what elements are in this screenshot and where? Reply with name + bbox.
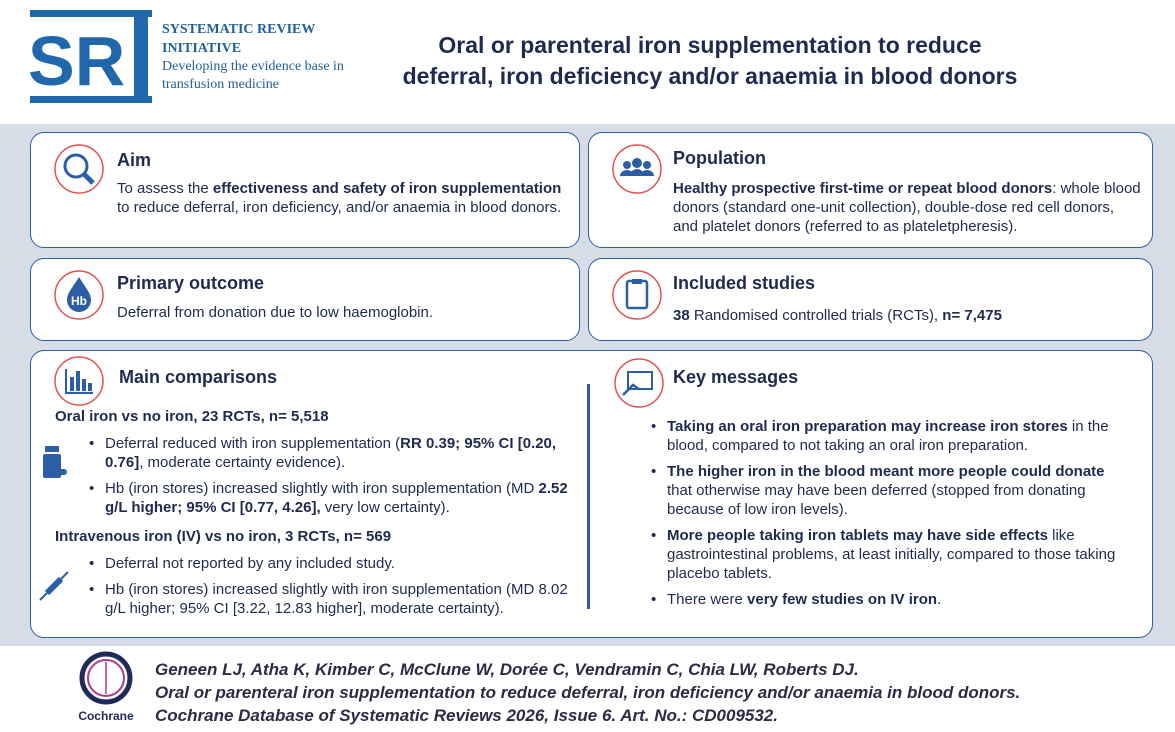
citation: Geneen LJ, Atha K, Kimber C, McClune W, … — [155, 658, 1020, 727]
text-run: like gastrointestinal problems, at least… — [667, 527, 1116, 582]
bullet-list: Deferral reduced with iron supplementati… — [55, 434, 585, 517]
group-heading: Oral iron vs no iron, 23 RCTs, n= 5,518 — [55, 408, 329, 425]
logo-name: SYSTEMATIC REVIEW INITIATIVE — [162, 22, 316, 56]
included-studies-title: Included studies — [673, 273, 816, 293]
icon-label: Hb — [71, 294, 87, 308]
aim-body: To assess the effectiveness and safety o… — [117, 179, 562, 217]
bullet: Deferral not reported by any included st… — [89, 554, 585, 573]
pill-bottle-icon — [43, 446, 67, 478]
text-run: RR 0.39; 95% CI [0.20, 0.76] — [105, 435, 557, 471]
sr-logo: SR — [28, 10, 152, 103]
aim-panel: Aim To assess the effectiveness and safe… — [30, 132, 580, 248]
primary-outcome-title: Primary outcome — [117, 273, 265, 293]
bullet-list: Deferral not reported by any included st… — [55, 554, 585, 618]
cochrane-label: Cochrane — [78, 709, 134, 723]
group-heading: Intravenous iron (IV) vs no iron, 3 RCTs… — [55, 528, 392, 545]
text-run: to reduce deferral, iron deficiency, and… — [117, 199, 562, 216]
search-icon — [54, 144, 104, 194]
main-comparisons-title: Main comparisons — [119, 367, 278, 387]
clipboard-icon — [612, 270, 662, 320]
included-studies-panel: Included studies 38 Randomised controlle… — [588, 258, 1153, 341]
chart-icon — [54, 356, 104, 406]
aim-title: Aim — [117, 150, 152, 170]
key-message-list: Taking an oral iron preparation may incr… — [649, 417, 1119, 609]
text-run: There were — [667, 591, 748, 608]
presentation-icon — [614, 358, 664, 408]
comparisons-panel: Main comparisons Oral iron vs no iron, 2… — [30, 350, 1153, 638]
bullet: Hb (iron stores) increased slightly with… — [89, 580, 585, 618]
text-run: effectiveness and safety of iron supplem… — [212, 180, 562, 197]
text-run: Hb (iron stores) increased slightly with… — [105, 480, 539, 497]
text-run: very low certainty). — [320, 499, 450, 516]
key-message: There were very few studies on IV iron. — [651, 590, 1119, 609]
text-run: n= 7,475 — [942, 307, 1002, 324]
text-run: Randomised controlled trials (RCTs), — [689, 307, 943, 324]
authors: Geneen LJ, Atha K, Kimber C, McClune W, … — [155, 660, 859, 679]
text-run: very few studies on IV iron — [747, 591, 938, 608]
comparison-groups: Oral iron vs no iron, 23 RCTs, n= 5,518 D… — [55, 407, 585, 625]
title: Oral or parenteral iron supplementation … — [402, 32, 1018, 89]
text-run: Deferral from donation due to low haemog… — [117, 304, 434, 321]
key-message: The higher iron in the blood meant more … — [651, 462, 1119, 519]
text-run: . — [937, 591, 942, 608]
text-run: Taking an oral iron preparation may incr… — [667, 418, 1068, 435]
text-run: To assess the — [117, 180, 213, 197]
review-title: Oral or parenteral iron supplementation … — [155, 683, 1021, 702]
divider — [587, 384, 590, 609]
logo-tagline: Developing the evidence base in transfus… — [162, 59, 344, 92]
citation-text: Cochrane Database of Systematic Reviews … — [155, 706, 778, 725]
text-run: : whole blood donors (standard one-unit … — [673, 180, 1141, 235]
included-studies-body: 38 Randomised controlled trials (RCTs), … — [673, 306, 1141, 325]
text-run: Deferral reduced with iron supplementati… — [105, 435, 401, 452]
key-messages: Taking an oral iron preparation may incr… — [649, 417, 1119, 616]
key-messages-title: Key messages — [673, 367, 799, 387]
text-run: 38 — [673, 307, 690, 324]
population-panel: Population Healthy prospective first-tim… — [588, 132, 1153, 248]
text-run: Healthy prospective first-time or repeat… — [673, 180, 1053, 197]
text-run: Hb (iron stores) increased slightly with… — [105, 581, 568, 617]
bullet: Deferral reduced with iron supplementati… — [89, 434, 585, 472]
text-run: 2.52 g/L higher; 95% CI [0.77, 4.26], — [105, 480, 568, 516]
bullet: Hb (iron stores) increased slightly with… — [89, 479, 585, 517]
text-run: Deferral not reported by any included st… — [105, 555, 395, 572]
logo-letters: SR — [28, 22, 125, 100]
text-run: that otherwise may have been deferred (s… — [667, 482, 1086, 518]
syringe-icon — [39, 571, 69, 601]
key-message: Taking an oral iron preparation may incr… — [651, 417, 1119, 455]
key-message: More people taking iron tablets may have… — [651, 526, 1119, 583]
people-icon — [612, 144, 662, 194]
text-run: More people taking iron tablets may have… — [667, 527, 1048, 544]
population-body: Healthy prospective first-time or repeat… — [673, 179, 1141, 236]
primary-outcome-body: Deferral from donation due to low haemog… — [117, 303, 562, 322]
text-run: in the blood, compared to not taking an … — [667, 418, 1109, 454]
primary-outcome-panel: Hb Primary outcome Deferral from donatio… — [30, 258, 580, 341]
text-run: The higher iron in the blood meant more … — [667, 463, 1105, 480]
population-title: Population — [673, 148, 766, 168]
text-run: , moderate certainty evidence). — [139, 454, 346, 471]
drop-icon: Hb — [54, 270, 104, 320]
cochrane-logo: Cochrane — [78, 651, 134, 723]
